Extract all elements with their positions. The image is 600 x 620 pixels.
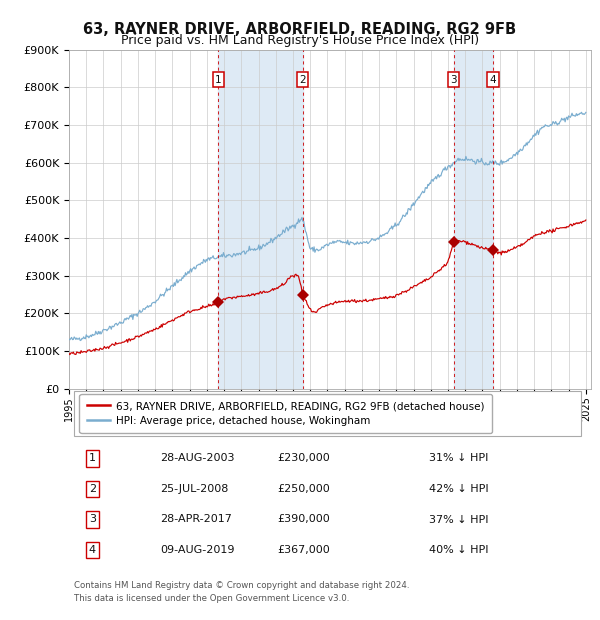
Text: Contains HM Land Registry data © Crown copyright and database right 2024.
This d: Contains HM Land Registry data © Crown c… [74, 582, 410, 603]
Text: £230,000: £230,000 [277, 453, 330, 463]
Text: 3: 3 [451, 75, 457, 85]
Text: 25-JUL-2008: 25-JUL-2008 [160, 484, 229, 494]
Text: 28-APR-2017: 28-APR-2017 [160, 515, 232, 525]
Text: 09-AUG-2019: 09-AUG-2019 [160, 545, 235, 555]
Text: 4: 4 [490, 75, 496, 85]
Text: 4: 4 [89, 545, 96, 555]
Text: 2: 2 [89, 484, 96, 494]
Text: £390,000: £390,000 [277, 515, 330, 525]
Text: 42% ↓ HPI: 42% ↓ HPI [429, 484, 489, 494]
FancyBboxPatch shape [74, 391, 581, 436]
Text: 2: 2 [299, 75, 306, 85]
Bar [454, 50, 493, 389]
Text: 37% ↓ HPI: 37% ↓ HPI [429, 515, 488, 525]
Text: 1: 1 [215, 75, 221, 85]
Text: 28-AUG-2003: 28-AUG-2003 [160, 453, 235, 463]
Bar [218, 50, 303, 389]
Text: Price paid vs. HM Land Registry's House Price Index (HPI): Price paid vs. HM Land Registry's House … [121, 34, 479, 47]
Text: 31% ↓ HPI: 31% ↓ HPI [429, 453, 488, 463]
Text: £250,000: £250,000 [277, 484, 330, 494]
Legend: 63, RAYNER DRIVE, ARBORFIELD, READING, RG2 9FB (detached house), HPI: Average pr: 63, RAYNER DRIVE, ARBORFIELD, READING, R… [79, 394, 491, 433]
Text: 63, RAYNER DRIVE, ARBORFIELD, READING, RG2 9FB: 63, RAYNER DRIVE, ARBORFIELD, READING, R… [83, 22, 517, 37]
Text: £367,000: £367,000 [277, 545, 330, 555]
Text: 1: 1 [89, 453, 96, 463]
Text: 3: 3 [89, 515, 96, 525]
Text: 40% ↓ HPI: 40% ↓ HPI [429, 545, 488, 555]
